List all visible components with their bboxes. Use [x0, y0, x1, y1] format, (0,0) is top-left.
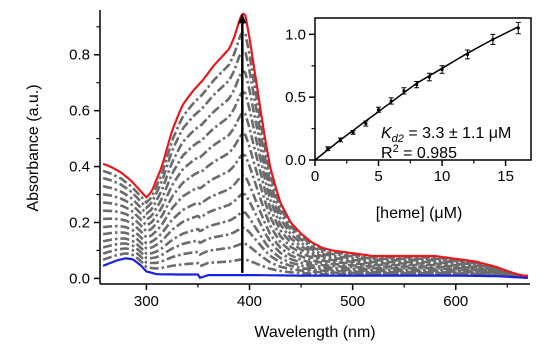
- inset-data-point: [415, 83, 419, 87]
- inset-data-point: [338, 138, 343, 142]
- r2-label: R: [381, 145, 393, 162]
- inset-border: [314, 17, 532, 161]
- main-y-tick-label: 0.4: [69, 159, 90, 176]
- inset-data-point: [465, 52, 470, 57]
- main-x-tick-label: 500: [340, 293, 365, 310]
- intermediate-spectrum-10: [102, 90, 528, 278]
- inset-y-tick-label: 0.5: [285, 89, 306, 106]
- r2-superscript: 2: [393, 143, 399, 155]
- inset-data-point: [389, 99, 393, 103]
- main-axis-ticks: [94, 26, 508, 290]
- main-y-axis-title: Absorbance (a.u.): [25, 84, 42, 211]
- inset-data-point: [402, 89, 406, 93]
- inset-binding-data: [314, 21, 521, 161]
- intermediate-spectrum-8: [103, 132, 528, 278]
- intermediate-spectrum-2: [102, 242, 528, 279]
- main-x-axis-title: Wavelength (nm): [254, 324, 375, 341]
- inset-data-point: [491, 37, 495, 41]
- intermediate-spectrum-6: [103, 174, 528, 279]
- inset-data-point: [427, 75, 431, 79]
- intermediate-spectrum-1: [102, 252, 528, 279]
- inset-x-tick-label: 15: [497, 168, 514, 185]
- initial-spectrum-line: [102, 257, 528, 280]
- inset-data-point: [516, 26, 520, 30]
- final-spectrum-line: [102, 12, 528, 277]
- inset-data-point: [440, 67, 444, 72]
- inset-data-point: [326, 147, 330, 151]
- kd-annotation: Kd2 = 3.3 ± 1.1 μM: [381, 125, 511, 145]
- main-spectra: [102, 12, 528, 280]
- main-y-tick-label: 0.0: [69, 270, 90, 287]
- inset-x-tick-label: 10: [434, 168, 451, 185]
- main-x-tick-label: 400: [237, 293, 262, 310]
- r2-value: = 0.985: [399, 145, 457, 162]
- intermediate-spectrum-3: [102, 226, 528, 279]
- inset-data-point: [351, 130, 355, 134]
- inset-y-tick-label: 0.0: [285, 152, 306, 169]
- kd-value: = 3.3 ± 1.1 μM: [404, 125, 511, 142]
- inset-x-tick-label: 5: [374, 168, 382, 185]
- main-axis-tick-labels: 300 400 500 600 0.0 0.2 0.4 0.6 0.8: [69, 47, 468, 310]
- intermediate-spectrum-5: [102, 192, 528, 279]
- main-plot-frame: [99, 10, 530, 285]
- inset-x-axis-title: [heme] (μM): [376, 205, 463, 222]
- r2-annotation: R2 = 0.985: [381, 143, 457, 162]
- main-y-tick-label: 0.8: [69, 47, 90, 64]
- inset-data-point: [376, 108, 381, 112]
- kd-symbol: K: [381, 125, 393, 142]
- inset-axis-tick-labels: 0 5 10 15 0.0 0.5 1.0: [285, 26, 514, 185]
- inset-data-point: [364, 121, 368, 126]
- kd-subscript: d2: [392, 133, 404, 145]
- inset-plot-frame: [314, 17, 532, 161]
- main-y-tick-label: 0.6: [69, 103, 90, 120]
- intermediate-spectrum-13: [102, 30, 528, 278]
- main-x-tick-label: 600: [443, 293, 468, 310]
- inset-x-tick-label: 0: [311, 168, 319, 185]
- main-x-tick-label: 300: [134, 293, 159, 310]
- inset-axis-ticks: [309, 33, 507, 166]
- inset-y-tick-label: 1.0: [285, 26, 306, 43]
- main-y-tick-label: 0.2: [69, 214, 90, 231]
- intermediate-spectrum-11: [102, 69, 528, 278]
